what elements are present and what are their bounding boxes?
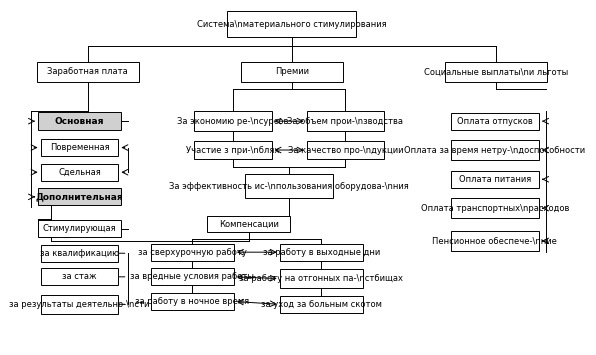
FancyBboxPatch shape <box>41 139 119 156</box>
Text: за вредные условия работы: за вредные условия работы <box>131 272 254 281</box>
FancyBboxPatch shape <box>306 111 384 131</box>
Text: за работу на отгонных па-\nстбищах: за работу на отгонных па-\nстбищах <box>239 274 403 283</box>
Text: Компенсации: Компенсации <box>219 219 279 229</box>
Text: Оплата отпусков: Оплата отпусков <box>457 117 533 126</box>
FancyBboxPatch shape <box>306 141 384 159</box>
FancyBboxPatch shape <box>38 189 121 205</box>
Text: Система\nматериального стимулирования: Система\nматериального стимулирования <box>197 20 387 29</box>
FancyBboxPatch shape <box>38 112 121 130</box>
FancyBboxPatch shape <box>280 244 363 261</box>
FancyBboxPatch shape <box>451 140 539 160</box>
Text: за уход за больным скотом: за уход за больным скотом <box>261 300 381 309</box>
Text: Премии: Премии <box>275 67 309 76</box>
FancyBboxPatch shape <box>194 111 272 131</box>
FancyBboxPatch shape <box>241 62 343 82</box>
Text: Заработная плата: Заработная плата <box>47 67 128 76</box>
FancyBboxPatch shape <box>280 296 363 313</box>
FancyBboxPatch shape <box>41 268 119 285</box>
FancyBboxPatch shape <box>445 62 547 82</box>
FancyBboxPatch shape <box>151 244 234 261</box>
Text: за результаты деятельно-\nсти: за результаты деятельно-\nсти <box>10 300 150 309</box>
Text: за сверхурочную работу: за сверхурочную работу <box>138 248 247 257</box>
FancyBboxPatch shape <box>151 268 234 285</box>
Text: За экономию ре-\nсурсов: За экономию ре-\nсурсов <box>177 117 288 126</box>
Text: Социальные выплаты\nи льготы: Социальные выплаты\nи льготы <box>424 67 568 76</box>
Text: За эффективность ис-\nпользования оборудова-\nния: За эффективность ис-\nпользования оборуд… <box>169 182 409 191</box>
FancyBboxPatch shape <box>41 164 119 181</box>
FancyBboxPatch shape <box>451 231 539 251</box>
FancyBboxPatch shape <box>41 295 119 314</box>
FancyBboxPatch shape <box>151 293 234 310</box>
Text: за квалификацию: за квалификацию <box>40 249 119 258</box>
Text: Оплата транспортных\nрасходов: Оплата транспортных\nрасходов <box>421 204 569 213</box>
FancyBboxPatch shape <box>36 62 139 82</box>
Text: Оплата за время нетру-\nдоспособности: Оплата за время нетру-\nдоспособности <box>404 146 585 154</box>
Text: Основная: Основная <box>55 117 104 126</box>
FancyBboxPatch shape <box>194 141 272 159</box>
Text: Пенсионное обеспече-\nние: Пенсионное обеспече-\nние <box>433 236 557 245</box>
Text: Повременная: Повременная <box>49 143 109 152</box>
Text: За объем прои-\nзводства: За объем прои-\nзводства <box>287 117 403 126</box>
Text: Сдельная: Сдельная <box>58 168 101 177</box>
FancyBboxPatch shape <box>227 11 356 38</box>
FancyBboxPatch shape <box>451 171 539 188</box>
FancyBboxPatch shape <box>207 215 290 233</box>
Text: Стимулирующая: Стимулирующая <box>43 224 116 233</box>
FancyBboxPatch shape <box>280 269 363 288</box>
FancyBboxPatch shape <box>41 245 119 262</box>
Text: за стаж: за стаж <box>62 272 97 281</box>
FancyBboxPatch shape <box>451 198 539 218</box>
Text: Дополнительная: Дополнительная <box>36 192 123 201</box>
Text: за работу в выходные дни: за работу в выходные дни <box>263 248 380 257</box>
FancyBboxPatch shape <box>451 113 539 130</box>
Text: Участие з при-\nблях: Участие з при-\nблях <box>186 146 280 154</box>
FancyBboxPatch shape <box>38 220 121 237</box>
Text: За качество про-\nдукции: За качество про-\nдукции <box>288 146 403 154</box>
Text: за работу в ночное время: за работу в ночное время <box>135 297 249 306</box>
Text: Оплата питания: Оплата питания <box>459 175 531 184</box>
FancyBboxPatch shape <box>245 174 333 198</box>
